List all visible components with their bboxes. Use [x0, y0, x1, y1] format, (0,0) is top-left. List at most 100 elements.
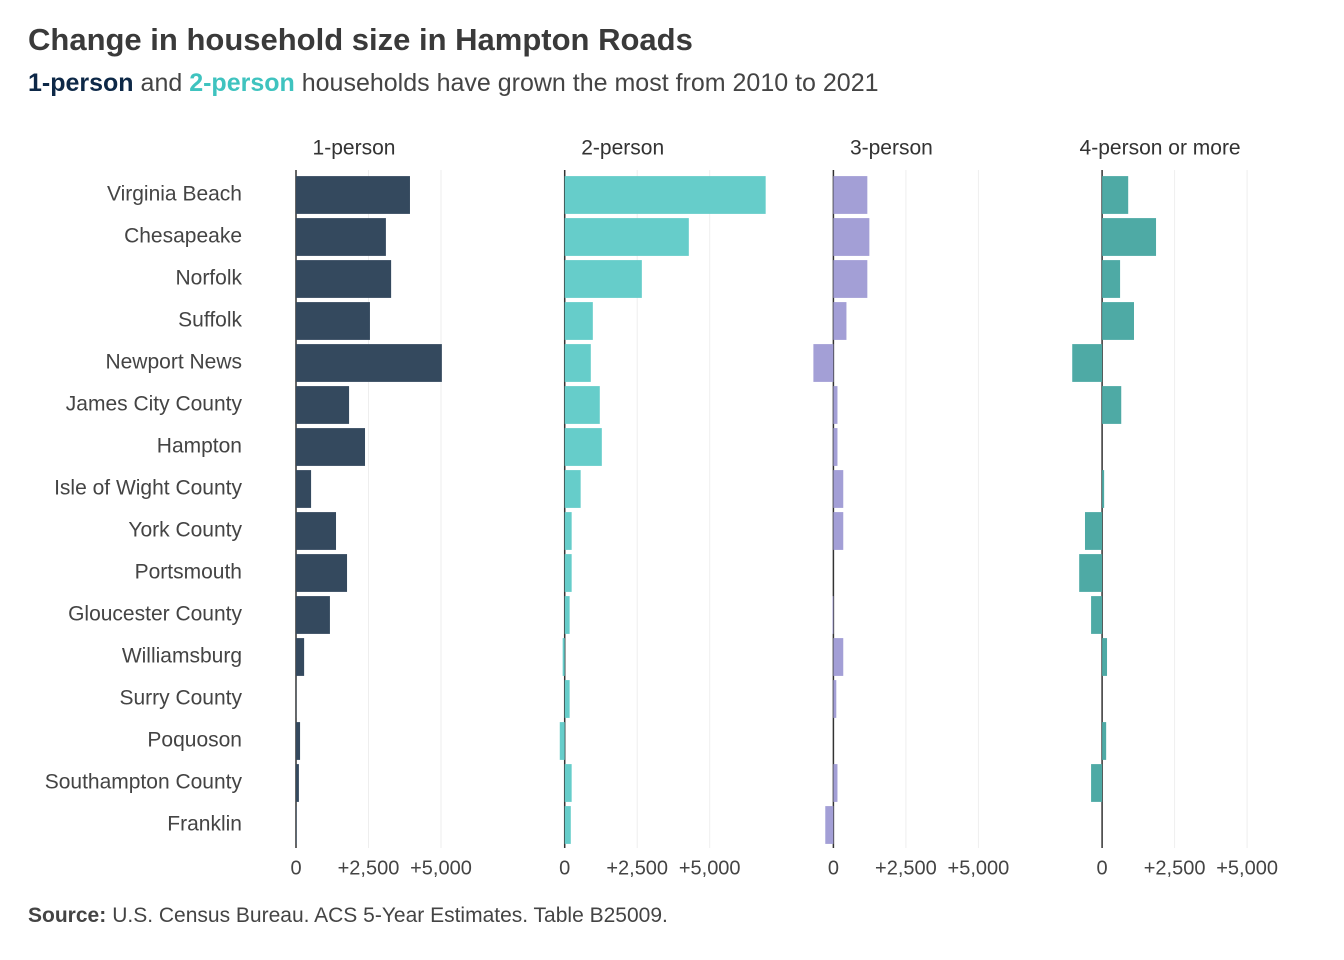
bar — [564, 260, 642, 298]
bar — [1079, 554, 1103, 592]
bar — [564, 218, 689, 256]
bar — [564, 386, 600, 424]
bar — [296, 764, 299, 802]
x-tick-label: 0 — [828, 857, 839, 879]
x-tick-label: 0 — [290, 857, 301, 879]
panel-title: 4-person or more — [1080, 137, 1241, 160]
bar — [833, 764, 838, 802]
bar — [833, 218, 870, 256]
bar — [296, 554, 348, 592]
bar — [833, 512, 844, 550]
bar — [564, 176, 766, 214]
bar — [833, 470, 844, 508]
bar — [1102, 470, 1105, 508]
source: Source: U.S. Census Bureau. ACS 5-Year Es… — [28, 904, 668, 927]
bar — [1102, 218, 1157, 256]
source-label: Source: — [28, 904, 106, 927]
bar — [564, 806, 571, 844]
bar — [296, 218, 386, 256]
bar — [296, 470, 312, 508]
x-tick-label: +5,000 — [1216, 857, 1278, 879]
category-label: Gloucester County — [68, 603, 242, 626]
category-label: Newport News — [105, 351, 242, 374]
bar — [833, 386, 838, 424]
bar — [833, 302, 847, 340]
panel-title: 1-person — [313, 137, 396, 160]
bar — [1102, 638, 1108, 676]
bar — [296, 344, 442, 382]
bar — [833, 680, 837, 718]
x-tick-label: 0 — [559, 857, 570, 879]
bar — [564, 470, 581, 508]
chart-title: Change in household size in Hampton Road… — [28, 22, 693, 57]
bar — [813, 344, 834, 382]
x-tick-label: +2,500 — [875, 857, 937, 879]
x-tick-label: +5,000 — [948, 857, 1010, 879]
subtitle-part: and — [134, 69, 190, 97]
subtitle: 1-person and 2-person households have gr… — [28, 69, 879, 97]
category-label: Poquoson — [147, 729, 242, 752]
bar — [296, 428, 366, 466]
bar — [1091, 764, 1103, 802]
subtitle-part: 1-person — [28, 69, 134, 97]
x-tick-label: +5,000 — [679, 857, 741, 879]
bar — [296, 638, 305, 676]
bar — [1084, 512, 1103, 550]
bar — [562, 638, 565, 676]
bar — [564, 344, 591, 382]
bar — [1102, 302, 1134, 340]
x-tick-label: +2,500 — [1144, 857, 1206, 879]
category-label: Suffolk — [178, 309, 242, 332]
bar — [1102, 176, 1129, 214]
bar — [1091, 596, 1103, 634]
bar — [296, 176, 410, 214]
bar — [825, 806, 834, 844]
bar — [296, 722, 301, 760]
bar — [1102, 386, 1122, 424]
bar — [564, 764, 572, 802]
source-text: U.S. Census Bureau. ACS 5-Year Estimates… — [112, 904, 668, 927]
x-tick-label: +2,500 — [606, 857, 668, 879]
bar — [833, 260, 868, 298]
panel-title: 3-person — [850, 137, 933, 160]
category-label: Williamsburg — [122, 645, 242, 668]
bar — [564, 512, 572, 550]
category-label: James City County — [66, 393, 243, 416]
bar — [296, 302, 370, 340]
subtitle-part: households have grown the most from 2010… — [295, 69, 879, 97]
category-label: York County — [128, 519, 242, 542]
bar — [833, 176, 868, 214]
bar — [296, 596, 330, 634]
bar — [564, 302, 593, 340]
x-tick-label: 0 — [1097, 857, 1108, 879]
bar — [833, 638, 844, 676]
bar — [564, 596, 570, 634]
bar — [564, 428, 602, 466]
bar — [1102, 260, 1121, 298]
x-tick-label: +2,500 — [338, 857, 400, 879]
category-label: Chesapeake — [124, 225, 242, 248]
subtitle-part: 2-person — [189, 69, 295, 97]
bar — [296, 260, 392, 298]
bar — [833, 428, 838, 466]
bar — [564, 680, 570, 718]
category-label: Surry County — [119, 687, 242, 710]
bar — [296, 386, 350, 424]
category-label: Southampton County — [45, 771, 243, 794]
category-label: Virginia Beach — [107, 183, 242, 206]
category-label: Norfolk — [175, 267, 242, 290]
bar — [296, 806, 297, 844]
bar — [296, 512, 337, 550]
bar — [559, 722, 565, 760]
panel-title: 2-person — [581, 137, 664, 160]
bar — [1072, 344, 1103, 382]
x-tick-label: +5,000 — [410, 857, 472, 879]
bar — [1102, 722, 1107, 760]
category-label: Isle of Wight County — [54, 477, 242, 500]
bar — [832, 596, 834, 634]
category-label: Hampton — [157, 435, 242, 458]
category-label: Franklin — [167, 813, 242, 836]
bar — [564, 554, 572, 592]
category-label: Portsmouth — [135, 561, 242, 584]
